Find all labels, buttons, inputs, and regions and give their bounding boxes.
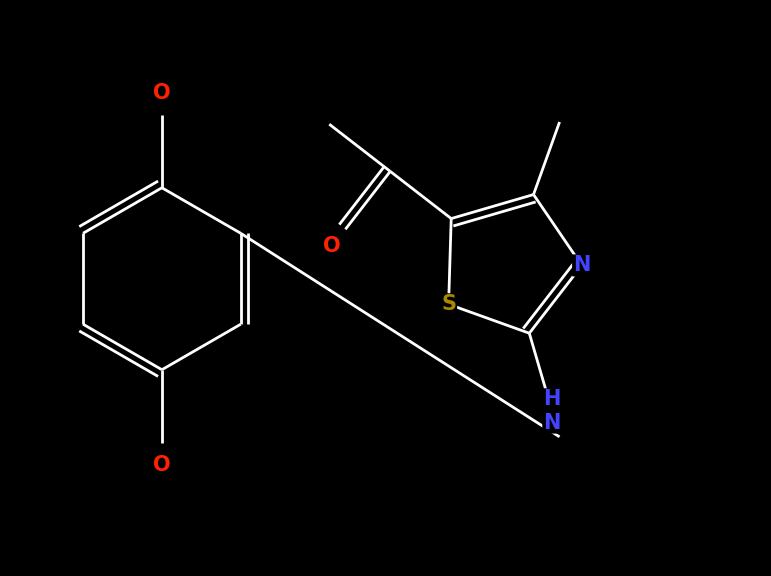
Text: O: O [153,83,170,103]
Text: S: S [441,294,456,314]
Text: O: O [153,454,170,475]
Text: H
N: H N [544,389,561,433]
Text: O: O [323,236,341,256]
Text: N: N [573,255,591,275]
